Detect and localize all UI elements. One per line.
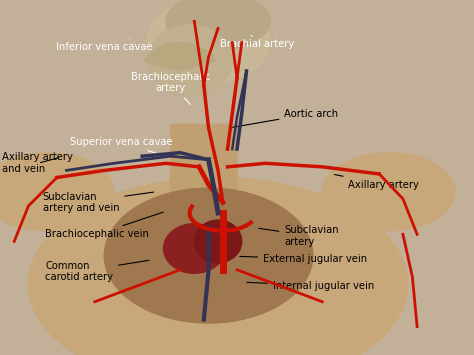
Text: Aortic arch: Aortic arch bbox=[233, 109, 338, 127]
Ellipse shape bbox=[194, 220, 242, 263]
Text: Axillary artery
and vein: Axillary artery and vein bbox=[2, 153, 73, 174]
Ellipse shape bbox=[322, 153, 455, 231]
Ellipse shape bbox=[147, 0, 270, 83]
Ellipse shape bbox=[28, 178, 408, 355]
Text: External jugular vein: External jugular vein bbox=[240, 254, 367, 264]
FancyBboxPatch shape bbox=[171, 124, 237, 209]
Text: Brachial artery: Brachial artery bbox=[220, 36, 295, 49]
Text: Brachiocephalic
artery: Brachiocephalic artery bbox=[131, 72, 210, 104]
Text: Internal jugular vein: Internal jugular vein bbox=[247, 281, 374, 291]
Text: Subclavian
artery: Subclavian artery bbox=[259, 225, 339, 247]
Ellipse shape bbox=[164, 224, 225, 273]
Ellipse shape bbox=[104, 188, 313, 323]
Ellipse shape bbox=[166, 0, 270, 50]
Ellipse shape bbox=[0, 153, 114, 231]
Wedge shape bbox=[145, 43, 216, 71]
Text: Common
carotid artery: Common carotid artery bbox=[45, 260, 149, 282]
Text: Superior vena cavae: Superior vena cavae bbox=[70, 137, 173, 157]
Text: Subclavian
artery and vein: Subclavian artery and vein bbox=[43, 192, 154, 213]
Text: Brachiocephalic vein: Brachiocephalic vein bbox=[45, 212, 163, 239]
Ellipse shape bbox=[147, 25, 232, 96]
Text: Inferior vena cavae: Inferior vena cavae bbox=[56, 38, 153, 52]
Text: Axillary artery: Axillary artery bbox=[335, 175, 419, 190]
